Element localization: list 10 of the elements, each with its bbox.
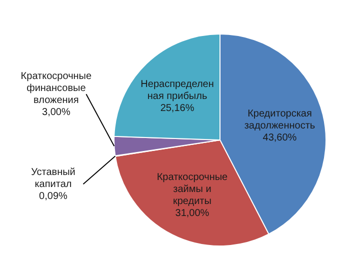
data-label: 31,00% <box>175 208 210 219</box>
data-label: 0,09% <box>39 191 68 202</box>
slice-label: Кредиторская задолженность <box>244 108 316 132</box>
slice-label: Краткосрочные займы и кредиты <box>156 172 228 207</box>
slice-label: Краткосрочные финансовые вложения <box>20 71 92 106</box>
slice-label: Уставный капитал <box>31 167 76 190</box>
data-label: 3,00% <box>42 107 70 118</box>
slice-label: Нераспределенная прибыль <box>140 78 214 102</box>
data-label: 25,16% <box>160 102 194 114</box>
data-label: 43,60% <box>262 132 297 144</box>
